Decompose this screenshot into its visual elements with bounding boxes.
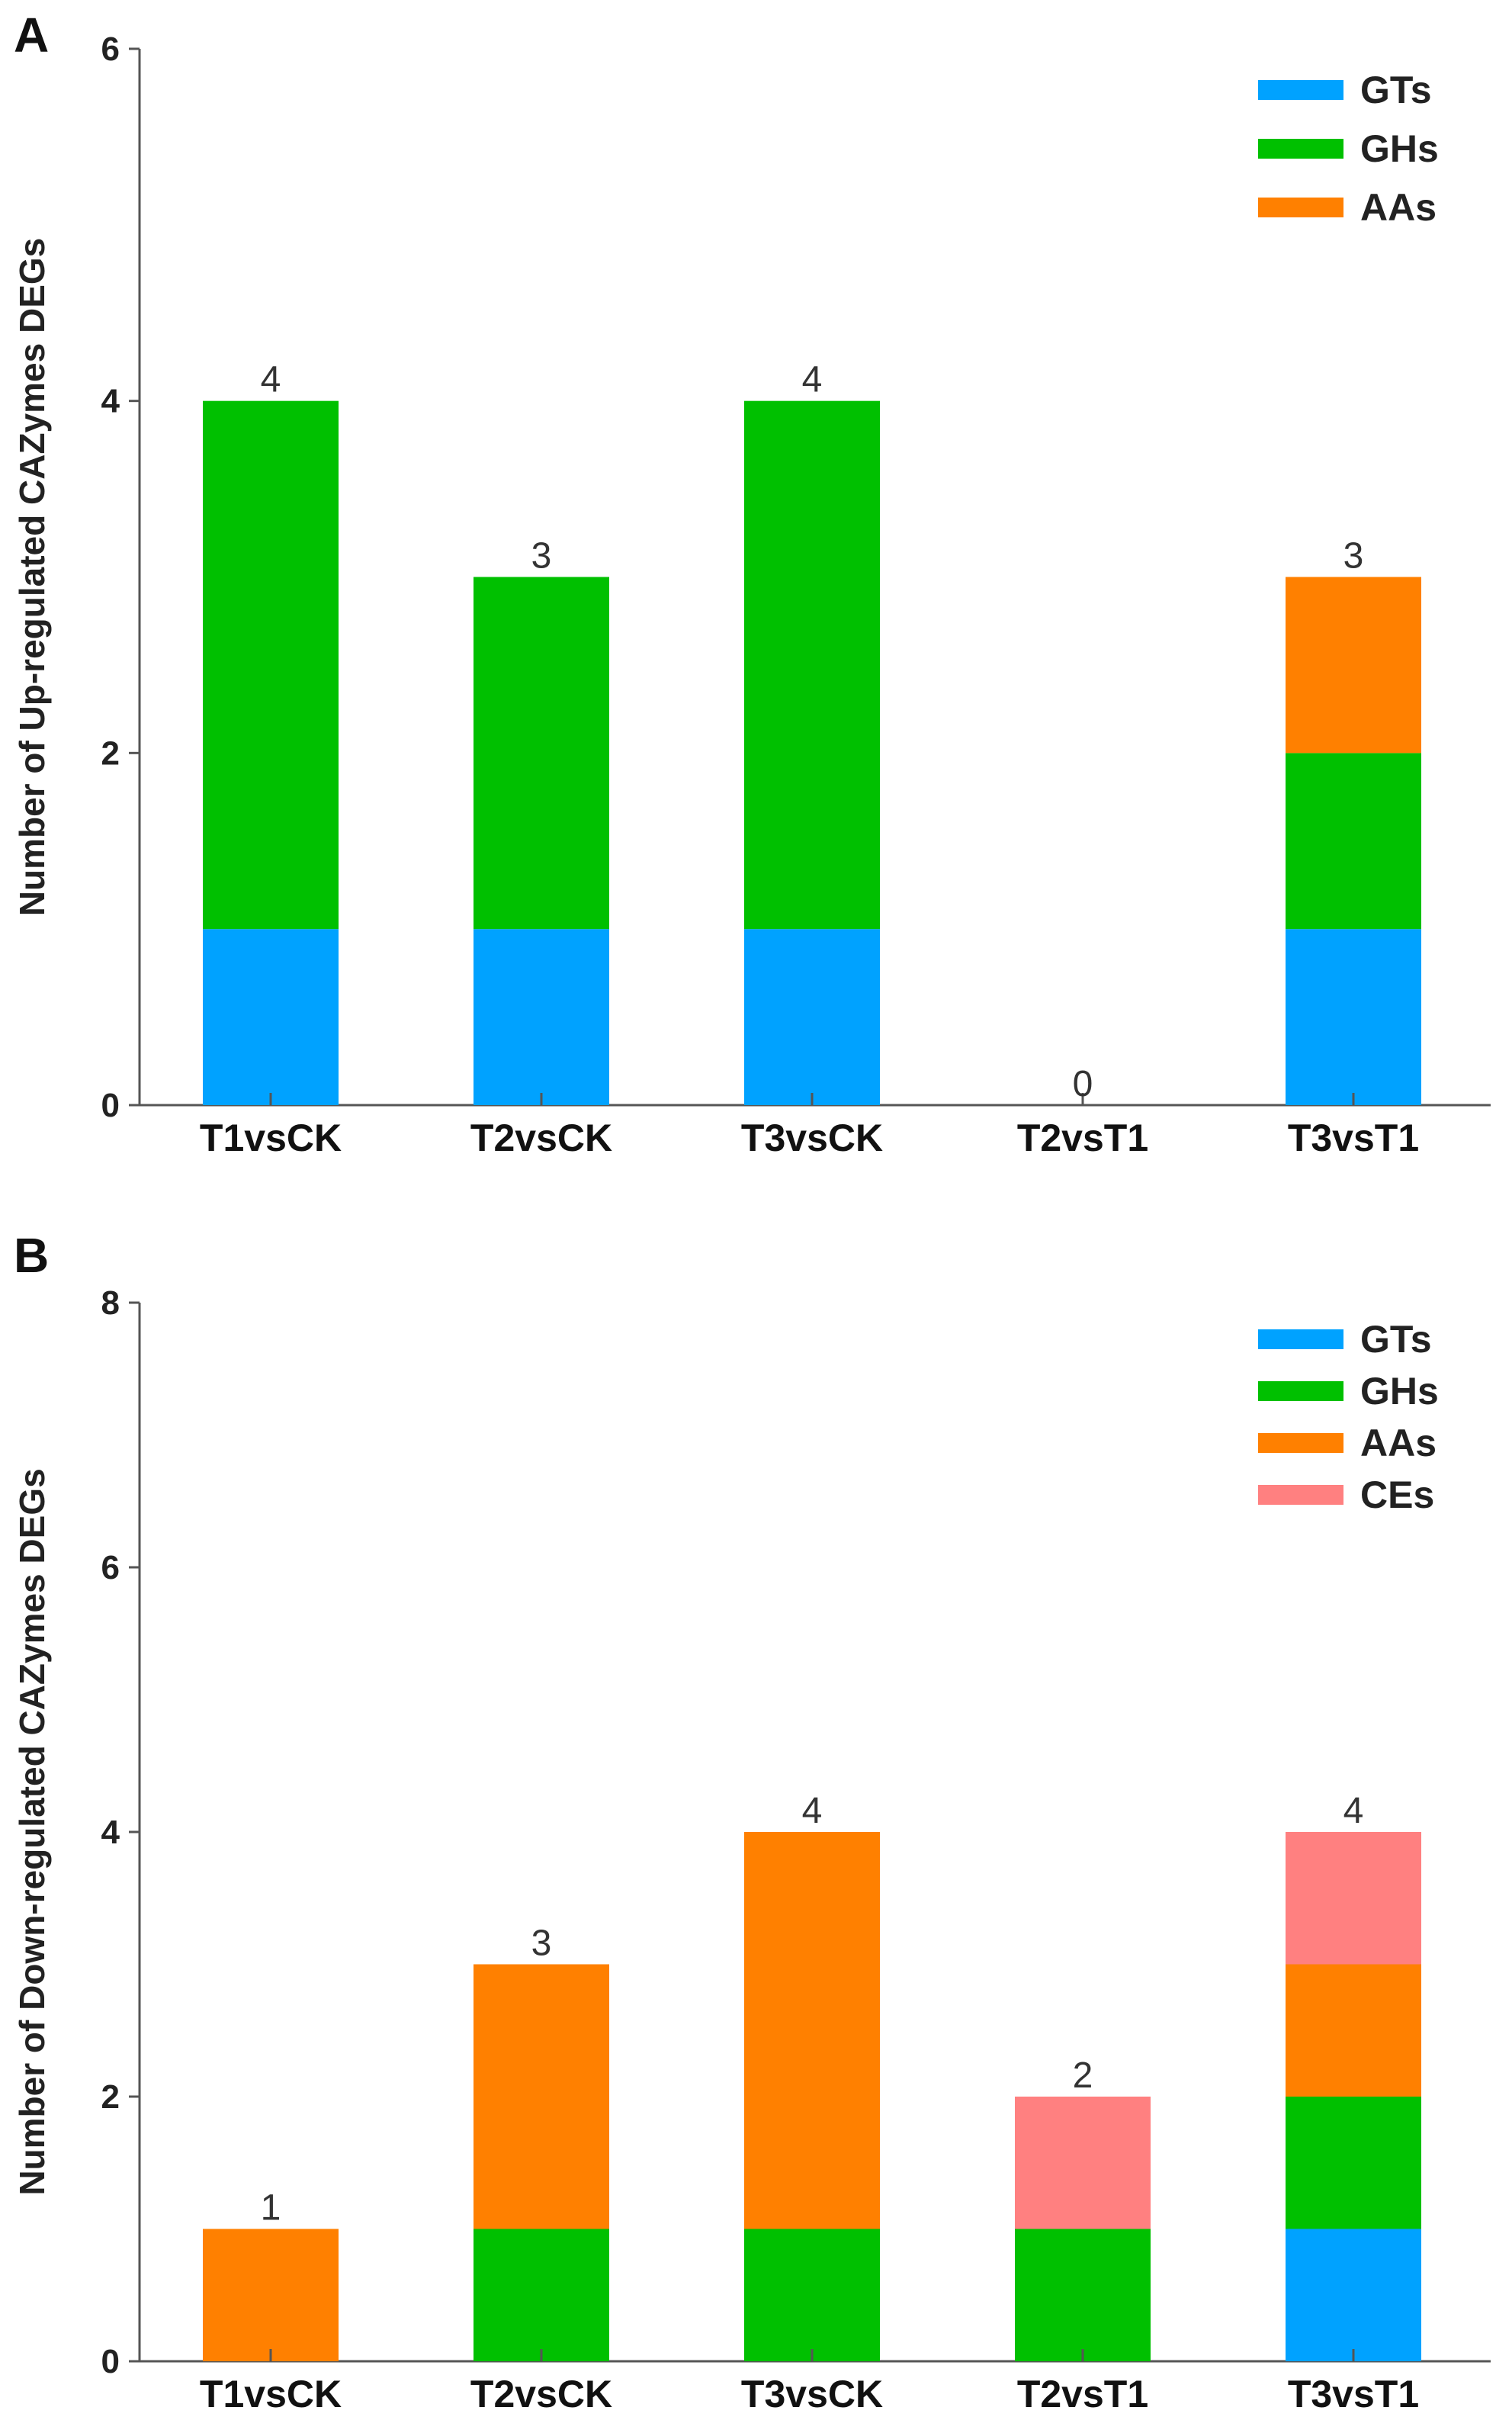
panel-b-legend-swatch-gts (1258, 1329, 1343, 1349)
panel-a-bar-gts-t3vst1 (1286, 929, 1421, 1105)
panel-b-y-axis-title: Number of Down-regulated CAZymes DEGs (12, 1468, 52, 2195)
panel-b-category-label-t1vsck: T1vsCK (200, 2373, 342, 2415)
panel-b-bar-ghs-t3vst1 (1286, 2097, 1421, 2229)
panel-b-total-label-t3vst1: 4 (1343, 1791, 1364, 1831)
panel-b-legend-swatch-ghs (1258, 1381, 1343, 1401)
panel-a-legend-label-gts: GTs (1360, 69, 1432, 111)
panel-b-category-label-t3vst1: T3vsT1 (1288, 2373, 1419, 2415)
panel-a-bar-gts-t3vsck (744, 929, 880, 1105)
panel-b-category-label-t3vsck: T3vsCK (741, 2373, 883, 2415)
panel-b-legend-label-aas: AAs (1360, 1422, 1437, 1464)
panel-b-category-label-t2vsck: T2vsCK (470, 2373, 612, 2415)
panel-b-bar-gts-t3vst1 (1286, 2229, 1421, 2361)
panel-a-bar-ghs-t3vsck (744, 400, 880, 930)
panel-b-bar-ces-t3vst1 (1286, 1832, 1421, 1965)
panel-a-legend-label-ghs: GHs (1360, 127, 1439, 170)
panel-b-y-tick-label: 2 (101, 2078, 120, 2116)
panel-a-legend-swatch-aas (1258, 198, 1343, 217)
panel-b-legend-label-gts: GTs (1360, 1318, 1432, 1361)
panel-a-bar-aas-t3vst1 (1286, 577, 1421, 754)
panel-a-total-label-t3vsck: 4 (802, 360, 823, 400)
panel-a-label: A (14, 8, 49, 63)
panel-b-y-tick-label: 8 (101, 1284, 120, 1322)
panel-a-y-axis-title: Number of Up-regulated CAZymes DEGs (12, 238, 52, 916)
panel-a-total-label-t1vsck: 4 (261, 360, 281, 400)
panel-b-total-label-t1vsck: 1 (261, 2188, 281, 2229)
panel-b-category-label-t2vst1: T2vsT1 (1017, 2373, 1148, 2415)
panel-a-category-label-t2vst1: T2vsT1 (1017, 1117, 1148, 1159)
panel-b-y-tick-label: 0 (101, 2343, 120, 2380)
panel-a-category-label-t3vst1: T3vsT1 (1288, 1117, 1419, 1159)
panel-a-total-label-t3vst1: 3 (1343, 536, 1364, 577)
panel-b-y-tick-label: 6 (101, 1549, 120, 1586)
panel-b-legend-label-ces: CEs (1360, 1473, 1434, 1516)
panel-b-y-tick-label: 4 (101, 1814, 120, 1851)
panel-a-category-label-t1vsck: T1vsCK (200, 1117, 342, 1159)
panel-a-y-tick-label: 6 (101, 31, 120, 68)
panel-a-y-tick-label: 0 (101, 1087, 120, 1124)
panel-a-y-tick-label: 4 (101, 383, 120, 420)
panel-b-label: B (14, 1228, 49, 1283)
panel-b-bar-aas-t1vsck (203, 2229, 339, 2361)
panel-a-category-label-t3vsck: T3vsCK (741, 1117, 883, 1159)
panel-a-total-label-t2vst1: 0 (1073, 1064, 1093, 1104)
panel-a-bar-ghs-t3vst1 (1286, 753, 1421, 930)
panel-b-bar-aas-t2vsck (474, 1964, 609, 2229)
panel-b-bar-ghs-t2vst1 (1015, 2229, 1151, 2361)
panel-b-legend-swatch-aas (1258, 1433, 1343, 1453)
panel-b-bar-ces-t2vst1 (1015, 2097, 1151, 2229)
panel-b-total-label-t3vsck: 4 (802, 1791, 823, 1831)
panel-b-total-label-t2vst1: 2 (1073, 2055, 1093, 2096)
panel-a-legend-swatch-gts (1258, 80, 1343, 100)
panel-a-bar-ghs-t1vsck (203, 400, 339, 930)
panel-a-legend-label-aas: AAs (1360, 186, 1437, 229)
panel-b-legend-swatch-ces (1258, 1485, 1343, 1505)
panel-a-legend-swatch-ghs (1258, 139, 1343, 159)
panel-a-bar-gts-t2vsck (474, 929, 609, 1105)
panel-b-total-label-t2vsck: 3 (531, 1923, 552, 1964)
panel-a-bar-gts-t1vsck (203, 929, 339, 1105)
panel-a-y-tick-label: 2 (101, 734, 120, 772)
panel-b-bar-aas-t3vst1 (1286, 1964, 1421, 2097)
panel-b-bar-aas-t3vsck (744, 1832, 880, 2229)
panel-b-legend-label-ghs: GHs (1360, 1370, 1439, 1412)
panel-a-bar-ghs-t2vsck (474, 577, 609, 930)
panel-a-total-label-t2vsck: 3 (531, 536, 552, 577)
panel-a-category-label-t2vsck: T2vsCK (470, 1117, 612, 1159)
panel-b-bar-ghs-t2vsck (474, 2229, 609, 2361)
panel-b-bar-ghs-t3vsck (744, 2229, 880, 2361)
